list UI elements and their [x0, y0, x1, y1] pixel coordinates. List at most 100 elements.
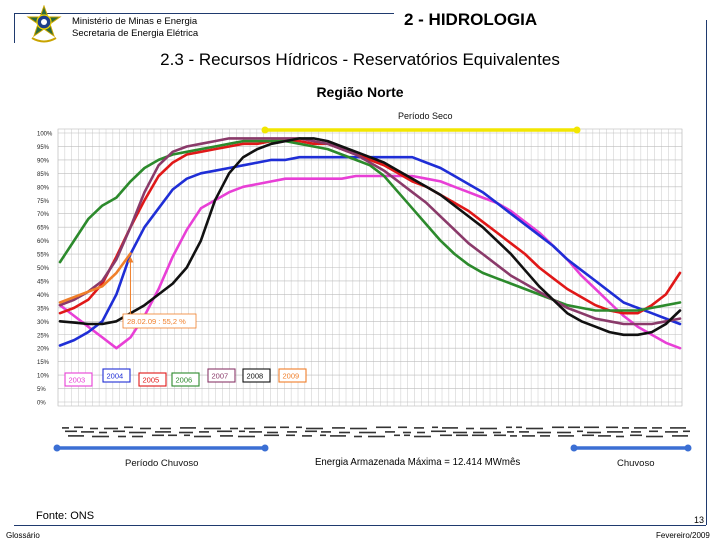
x-axis-label-mark [649, 430, 658, 433]
y-axis-ticks: 100% 95% 90% 85% 80% 75% 70% 65% 60% 55% 50% 45% 40%… [37, 132, 53, 407]
wet-period-label: Chuvoso [617, 458, 655, 469]
x-axis-label-mark [217, 430, 232, 433]
x-axis-label-mark [584, 426, 599, 429]
x-axis-label-mark [132, 435, 143, 438]
region-title: Região Norte [316, 84, 404, 100]
x-axis-label-mark [267, 431, 278, 434]
page-frame-line [706, 20, 707, 525]
x-axis-label-mark [652, 427, 662, 429]
x-axis-label-mark [516, 426, 522, 429]
x-axis-label-mark [320, 434, 326, 437]
x-axis-label-mark [473, 431, 484, 434]
annotation-text: 28.02.09 : 55,2 % [127, 317, 186, 326]
source-label: Fonte: ONS [36, 510, 95, 522]
x-axis-label-mark [616, 435, 624, 438]
y-tick-label: 0% [37, 401, 46, 407]
footer-frame-line [14, 525, 706, 526]
x-axis-label-mark [683, 430, 690, 433]
series-line-2003 [58, 174, 682, 350]
x-axis-label-mark [552, 426, 564, 429]
legend-label-2007: 2007 [212, 372, 229, 381]
dry-period-marker [261, 126, 269, 134]
y-tick-label: 50% [37, 266, 50, 272]
y-tick-label: 45% [37, 279, 50, 285]
ministry-name: Ministério de Minas e Energia Secretaria… [72, 16, 198, 40]
x-axis-label-mark [249, 431, 262, 433]
x-axis-label-mark [480, 427, 497, 430]
x-axis-labels [62, 426, 690, 438]
x-axis-label-mark [152, 434, 164, 437]
x-axis-label-mark [493, 431, 501, 434]
series-line-2007 [58, 137, 682, 326]
x-axis-label-mark [359, 431, 376, 434]
x-axis-label-mark [74, 426, 83, 429]
x-axis-label-mark [506, 426, 512, 429]
x-axis-label-mark [90, 427, 98, 430]
legend-box-2008 [242, 368, 271, 383]
wet-period-marker [570, 444, 578, 452]
x-axis-label-mark [646, 435, 663, 438]
x-axis-label-mark [104, 427, 118, 430]
x-axis-label-mark [160, 427, 171, 430]
x-axis-label-mark [394, 434, 400, 437]
dry-period-marker [573, 126, 581, 134]
x-axis-label-mark [168, 434, 177, 437]
x-axis-label-mark [302, 435, 312, 437]
x-axis-label-mark [537, 431, 551, 434]
y-tick-label: 95% [37, 145, 50, 151]
legend-box-2007 [207, 368, 236, 383]
x-axis-label-mark [630, 434, 642, 437]
x-axis-label-mark [607, 431, 623, 433]
x-axis-label-mark [557, 431, 571, 434]
legend-box-2003 [64, 372, 93, 387]
legend-label-2003: 2003 [69, 376, 86, 385]
x-axis-label-mark [577, 430, 583, 433]
x-axis-label-mark [598, 435, 611, 437]
x-axis-label-mark [510, 435, 517, 437]
legend-label-2008: 2008 [247, 372, 264, 381]
series-line-2009 [58, 252, 132, 304]
x-axis-label-mark [568, 426, 580, 429]
series-line-2005 [58, 139, 682, 315]
x-axis-label-mark [305, 430, 317, 433]
x-axis-label-mark [238, 435, 255, 438]
y-tick-label: 90% [37, 158, 50, 164]
x-axis-label-mark [92, 435, 109, 438]
x-axis-label-mark [118, 435, 126, 438]
x-axis-label-mark [587, 431, 601, 434]
x-axis-label-mark [414, 435, 431, 438]
x-axis-label-mark [306, 427, 323, 430]
y-tick-label: 100% [37, 132, 53, 138]
x-axis-label-mark [466, 427, 474, 430]
ministry-line: Ministério de Minas e Energia [72, 16, 198, 27]
glossary-link[interactable]: Glossário [6, 531, 40, 540]
x-axis-label-mark [180, 427, 196, 429]
x-axis-label-mark [155, 431, 171, 433]
x-axis-label-mark [417, 431, 425, 434]
x-axis-label-mark [665, 431, 678, 433]
x-axis-label-mark [526, 427, 543, 430]
x-axis-label-mark [385, 431, 395, 433]
x-axis-label-mark [404, 434, 410, 437]
x-axis-label-mark [68, 435, 84, 437]
x-axis-label-mark [280, 426, 289, 429]
x-axis-label-mark [296, 426, 302, 429]
x-axis-label-mark [440, 434, 452, 437]
header-frame-line [14, 13, 15, 43]
x-axis-label-mark [494, 434, 506, 437]
x-axis-label-mark [99, 431, 107, 434]
x-axis-label-mark [81, 431, 94, 433]
period-markers: Período Seco Período Chuvoso Chuvoso [53, 111, 692, 469]
wet-period-label: Período Chuvoso [125, 458, 198, 469]
x-axis-label-mark [442, 427, 458, 429]
series-line-2006 [58, 139, 682, 312]
x-axis-label-mark [65, 430, 77, 433]
section-title: 2 - HIDROLOGIA [404, 10, 538, 29]
wet-period-marker [684, 444, 692, 452]
x-axis-label-mark [184, 434, 190, 437]
x-axis-label-mark [129, 431, 146, 434]
legend: 2003 2004 2005 2006 2007 2008 2009 [64, 368, 307, 387]
series-line-2008 [58, 137, 682, 337]
x-axis-label-mark [140, 427, 151, 430]
legend-box-2006 [171, 372, 200, 387]
